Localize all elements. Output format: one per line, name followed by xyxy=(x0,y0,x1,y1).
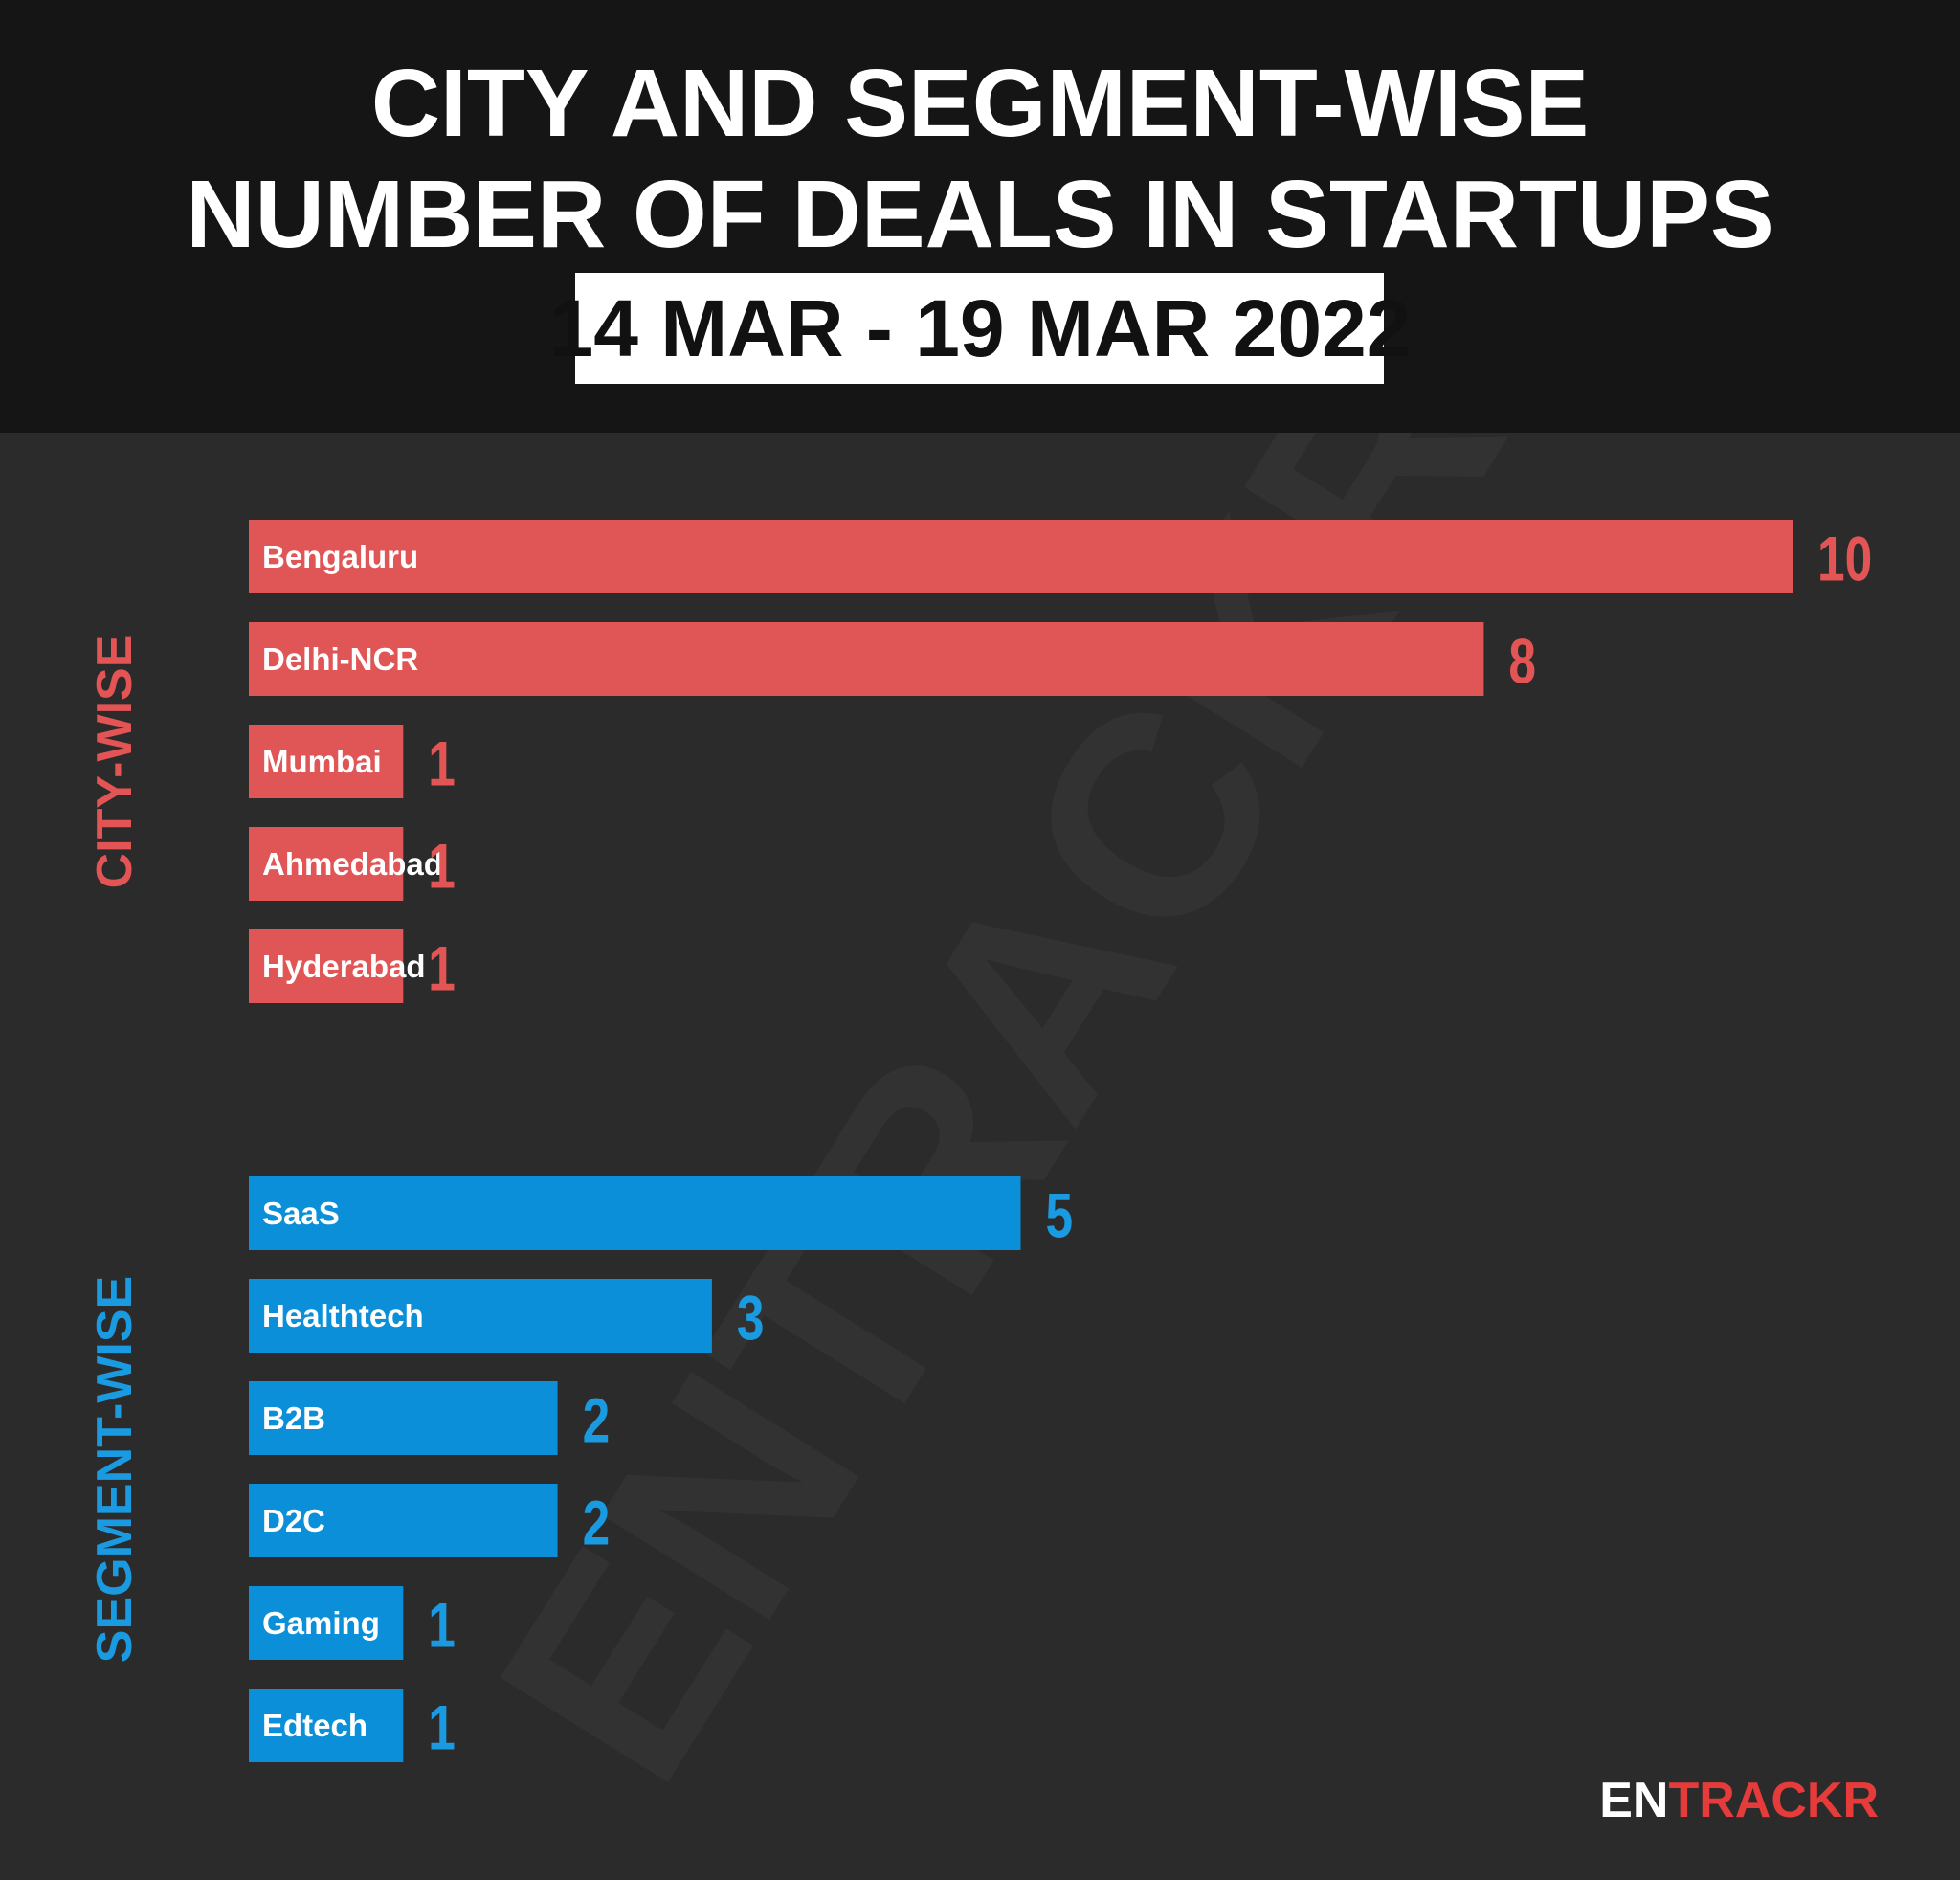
category-label: Healthtech xyxy=(262,1298,424,1333)
category-label: Mumbai xyxy=(262,744,382,779)
category-label: SaaS xyxy=(262,1196,340,1231)
category-label: Delhi-NCR xyxy=(262,641,418,677)
bar xyxy=(249,1484,558,1557)
bar xyxy=(249,1381,558,1455)
category-label: Gaming xyxy=(262,1605,380,1641)
value-label: 1 xyxy=(428,1589,456,1661)
brand-part: TRACKR xyxy=(1668,1773,1879,1828)
bar xyxy=(249,1176,1021,1250)
category-label: Hyderabad xyxy=(262,949,426,984)
value-label: 2 xyxy=(583,1487,611,1558)
category-label: Ahmedabad xyxy=(262,846,443,882)
bar xyxy=(249,622,1484,696)
date-box xyxy=(575,273,1384,384)
bar xyxy=(249,725,404,798)
brand-part: EN xyxy=(1599,1773,1668,1828)
value-label: 2 xyxy=(583,1384,611,1456)
value-label: 8 xyxy=(1508,625,1536,697)
value-label: 1 xyxy=(428,727,456,799)
value-label: 1 xyxy=(428,830,456,902)
date: 14 MAR - 19 MAR 2022 xyxy=(549,283,1412,373)
group-label: CITY-WISE xyxy=(87,635,143,889)
value-label: 5 xyxy=(1046,1179,1074,1251)
bar xyxy=(249,827,404,901)
category-label: Bengaluru xyxy=(262,539,418,574)
bar xyxy=(249,1586,404,1660)
bar xyxy=(249,929,404,1003)
category-label: Edtech xyxy=(262,1708,368,1743)
value-label: 10 xyxy=(1817,523,1872,594)
value-label: 3 xyxy=(737,1282,765,1354)
category-label: B2B xyxy=(262,1400,325,1436)
category-label: D2C xyxy=(262,1503,325,1538)
group-label: SEGMENT-WISE xyxy=(87,1276,143,1663)
title-line: CITY AND SEGMENT-WISE xyxy=(371,50,1589,157)
bar xyxy=(249,1279,712,1353)
title-line: NUMBER OF DEALS IN STARTUPS xyxy=(186,161,1773,268)
brand: ENTRACKR xyxy=(1599,1773,1879,1828)
value-label: 1 xyxy=(428,1691,456,1763)
bar xyxy=(249,1689,404,1762)
value-label: 1 xyxy=(428,932,456,1004)
bar xyxy=(249,520,1793,593)
